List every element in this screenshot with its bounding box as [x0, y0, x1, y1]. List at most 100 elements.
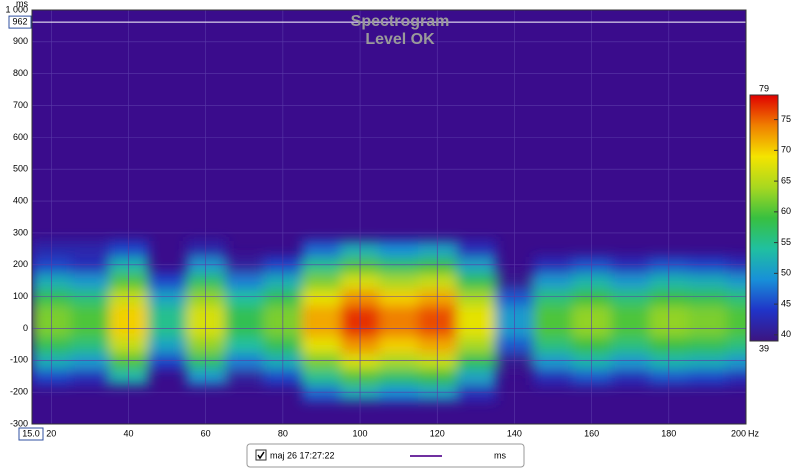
cell — [572, 368, 612, 386]
cell — [302, 288, 342, 306]
cell — [109, 256, 149, 274]
cell — [32, 256, 72, 274]
cell — [417, 320, 458, 338]
cell — [688, 320, 728, 338]
cell — [70, 256, 111, 274]
cell — [109, 304, 149, 322]
cell — [186, 368, 226, 386]
cell — [379, 384, 419, 402]
cell — [456, 384, 497, 402]
cell — [109, 368, 149, 386]
cell — [147, 320, 188, 338]
cell — [379, 256, 419, 274]
cell — [649, 352, 690, 370]
cell — [70, 368, 111, 386]
cell — [186, 256, 226, 274]
x-tick-label: 180 — [661, 428, 676, 438]
cell — [533, 288, 574, 306]
cell — [186, 304, 226, 322]
cell — [610, 272, 651, 290]
cell — [456, 272, 497, 290]
cell — [302, 320, 342, 338]
cell — [224, 352, 265, 370]
legend-label: maj 26 17:27:22 — [270, 450, 335, 460]
cell — [456, 336, 497, 354]
heatmap — [32, 240, 746, 402]
cell — [417, 368, 458, 386]
y-tick-label: 100 — [13, 291, 28, 301]
cell — [688, 256, 728, 274]
cell — [688, 288, 728, 306]
x-tick-label: 60 — [201, 428, 211, 438]
x-tick-label: 20 — [46, 428, 56, 438]
x-start-label: 15.0 — [22, 428, 40, 438]
cell — [302, 352, 342, 370]
cell — [688, 336, 728, 354]
cell — [224, 272, 265, 290]
cell — [726, 256, 746, 274]
cell — [32, 352, 72, 370]
cell — [610, 256, 651, 274]
cell — [70, 352, 111, 370]
cell — [533, 304, 574, 322]
cell — [688, 368, 728, 386]
cursor-label: 962 — [12, 16, 27, 26]
cell — [456, 304, 497, 322]
cell — [32, 304, 72, 322]
cell — [417, 272, 458, 290]
cell — [70, 240, 111, 258]
colorbar-tick-label: 60 — [781, 206, 791, 216]
x-tick-label: 140 — [507, 428, 522, 438]
y-tick-label: 800 — [13, 68, 28, 78]
cell — [147, 304, 188, 322]
cell — [263, 304, 304, 322]
cell — [32, 336, 72, 354]
cell — [610, 352, 651, 370]
colorbar — [749, 94, 779, 342]
cell — [726, 288, 746, 306]
x-tick-label: 80 — [278, 428, 288, 438]
cell — [379, 352, 419, 370]
cell — [649, 320, 690, 338]
cell — [32, 272, 72, 290]
cell — [726, 336, 746, 354]
y-tick-label: -100 — [10, 355, 28, 365]
cell — [32, 240, 72, 258]
cell — [263, 288, 304, 306]
y-tick-label: 900 — [13, 36, 28, 46]
x-tick-label: 120 — [430, 428, 445, 438]
cell — [379, 368, 419, 386]
cell — [456, 240, 497, 258]
cell — [649, 272, 690, 290]
cell — [610, 320, 651, 338]
cell — [302, 368, 342, 386]
cell — [263, 320, 304, 338]
y-tick-label: 600 — [13, 132, 28, 142]
y-tick-label: 500 — [13, 164, 28, 174]
cell — [572, 352, 612, 370]
cell — [109, 272, 149, 290]
cell — [379, 320, 419, 338]
x-start-box — [18, 427, 44, 441]
cell — [533, 368, 574, 386]
cell — [224, 288, 265, 306]
cursor-box — [8, 15, 32, 29]
cell — [649, 288, 690, 306]
cell — [649, 368, 690, 386]
x-unit: Hz — [748, 428, 759, 438]
cell — [147, 352, 188, 370]
cell — [572, 256, 612, 274]
cell — [263, 336, 304, 354]
cell — [456, 320, 497, 338]
y-unit: ms — [16, 0, 28, 8]
cell — [417, 352, 458, 370]
cell — [726, 352, 746, 370]
cell — [109, 320, 149, 338]
cell — [224, 368, 265, 386]
cell — [417, 240, 458, 258]
cell — [572, 320, 612, 338]
cell — [495, 352, 535, 370]
y-tick-label: 700 — [13, 100, 28, 110]
cell — [572, 272, 612, 290]
